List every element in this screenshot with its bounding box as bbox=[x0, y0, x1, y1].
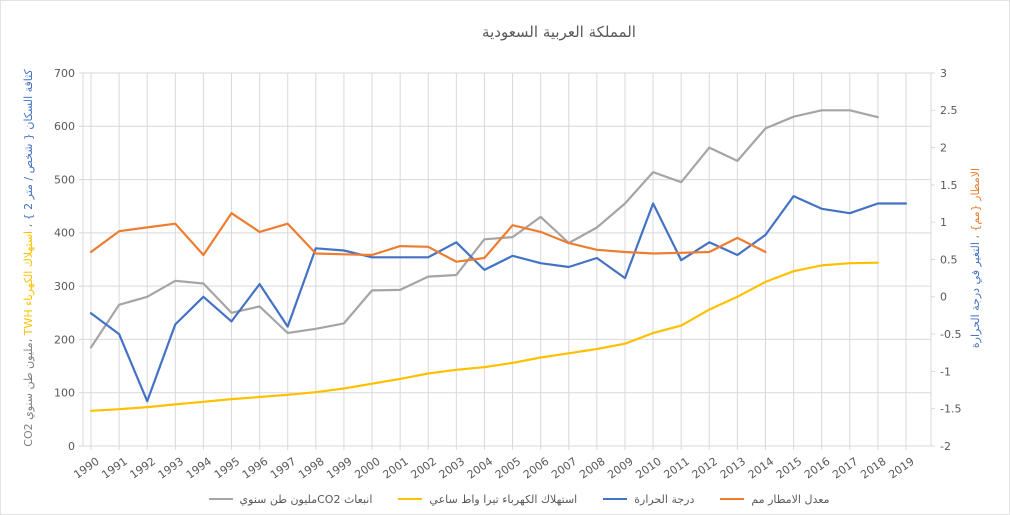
x-axis-tick-label: 2009 bbox=[605, 455, 635, 482]
legend-item-electricity: استهلاك الكهرباء تيرا واط ساعي bbox=[398, 493, 577, 506]
x-axis-tick-label: 1993 bbox=[156, 455, 186, 482]
x-axis-tick-label: 2006 bbox=[521, 455, 551, 482]
x-axis-tick-label: 2019 bbox=[886, 455, 916, 482]
plot-border bbox=[82, 72, 932, 447]
left-axis-tick-label: 400 bbox=[54, 227, 75, 240]
right-axis-tick-label: 1.5 bbox=[940, 179, 958, 192]
left-axis-tick-label: 300 bbox=[54, 280, 75, 293]
left-axis-tick-label: 600 bbox=[54, 120, 75, 133]
x-axis-tick-label: 1998 bbox=[296, 455, 326, 482]
right-axis-tick-label: 2.5 bbox=[940, 104, 958, 117]
x-axis-tick-label: 1994 bbox=[184, 455, 214, 482]
x-axis-tick-label: 2013 bbox=[718, 455, 748, 482]
series-line-electricity bbox=[89, 261, 879, 412]
x-axis-tick-label: 2000 bbox=[352, 455, 382, 482]
series-line-co2 bbox=[89, 109, 879, 349]
right-axis-tick-label: -1 bbox=[940, 365, 951, 378]
x-axis-tick-label: 2012 bbox=[690, 455, 720, 482]
right-axis-tick-label: 3 bbox=[940, 67, 947, 80]
left-axis-title-part-0: كثافة السكان { شخص / متر 2 } bbox=[22, 69, 35, 221]
chart-title: المملكة العربية السعودية bbox=[482, 23, 636, 41]
left-axis-title: كثافة السكان { شخص / متر 2 } ، استهلاك ا… bbox=[20, 18, 38, 498]
legend-item-temperature: درجة الحرارة bbox=[603, 493, 694, 506]
x-axis-tick-label: 2002 bbox=[409, 455, 439, 482]
x-axis-tick-label: 2018 bbox=[858, 455, 888, 482]
x-axis-tick-label: 1991 bbox=[99, 455, 129, 482]
right-axis-tick-label: 0 bbox=[940, 291, 947, 304]
x-axis-tick-label: 2016 bbox=[802, 455, 832, 482]
left-axis-title-part-2: استهلاك الكهرباء TWH bbox=[22, 230, 35, 336]
x-axis-tick-label: 2008 bbox=[577, 455, 607, 482]
left-axis-tick-label: 700 bbox=[54, 67, 75, 80]
series-line-rainfall bbox=[89, 212, 767, 263]
x-axis-tick-label: 2004 bbox=[465, 455, 495, 482]
x-axis-tick-label: 1999 bbox=[324, 455, 354, 482]
series-line-temperature bbox=[89, 195, 908, 403]
legend-line-sample-electricity bbox=[398, 498, 423, 500]
x-axis-tick-label: 2017 bbox=[830, 455, 860, 482]
right-axis-title-part-2: التغير في درجة الحرارة bbox=[969, 242, 982, 349]
x-axis-tick-label: 2014 bbox=[746, 455, 776, 482]
x-axis-tick-label: 2011 bbox=[662, 455, 692, 482]
right-axis-title-part-0: الامطار {مم} bbox=[969, 167, 982, 232]
legend-item-co2: انبعاث CO2مليون طن سنوي bbox=[208, 492, 373, 506]
left-axis-title-part-3: ،مليون طن سنوي CO2 bbox=[22, 335, 35, 447]
left-axis-tick-label: 0 bbox=[68, 440, 75, 453]
x-axis-tick-label: 2001 bbox=[380, 455, 410, 482]
left-axis-tick-label: 100 bbox=[54, 387, 75, 400]
x-axis-tick-label: 2003 bbox=[437, 455, 467, 482]
right-axis-tick-label: 2 bbox=[940, 141, 947, 154]
legend-label-rainfall: معدل الامطار مم bbox=[751, 492, 830, 506]
x-axis-tick-label: 1997 bbox=[268, 455, 298, 482]
legend-item-rainfall: معدل الامطار مم bbox=[720, 493, 829, 506]
x-axis-tick-label: 2015 bbox=[774, 455, 804, 482]
left-axis-tick-label: 500 bbox=[54, 173, 75, 186]
legend-label-temperature: درجة الحرارة bbox=[634, 492, 695, 506]
x-axis-tick-label: 1996 bbox=[240, 455, 270, 482]
x-axis-tick-label: 1995 bbox=[212, 455, 242, 482]
chart-legend: انبعاث CO2مليون طن سنوي استهلاك الكهرباء … bbox=[1, 488, 1009, 510]
x-axis-tick-label: 2005 bbox=[493, 455, 523, 482]
right-axis-tick-label: -1.5 bbox=[940, 403, 961, 416]
right-axis-title-part-1: ، bbox=[969, 231, 982, 243]
x-axis-tick-label: 1992 bbox=[128, 455, 158, 482]
right-axis-tick-label: -2 bbox=[940, 440, 951, 453]
legend-label-co2: انبعاث CO2مليون طن سنوي bbox=[239, 492, 373, 506]
x-axis-tick-label: 2007 bbox=[549, 455, 579, 482]
legend-line-sample-co2 bbox=[208, 498, 233, 500]
left-axis-title-part-1: ، bbox=[22, 220, 35, 231]
right-axis-tick-label: -0.5 bbox=[940, 328, 961, 341]
legend-line-sample-temperature bbox=[603, 498, 628, 500]
right-axis-tick-label: 0.5 bbox=[940, 253, 958, 266]
legend-label-electricity: استهلاك الكهرباء تيرا واط ساعي bbox=[429, 492, 578, 506]
left-axis-tick-label: 200 bbox=[54, 333, 75, 346]
right-axis-tick-label: 1 bbox=[940, 216, 947, 229]
right-axis-title: الامطار {مم} ، التغير في درجة الحرارة bbox=[967, 18, 985, 498]
legend-line-sample-rainfall bbox=[720, 498, 745, 500]
x-axis-tick-label: 1990 bbox=[71, 455, 101, 482]
x-axis-tick-label: 2010 bbox=[633, 455, 663, 482]
